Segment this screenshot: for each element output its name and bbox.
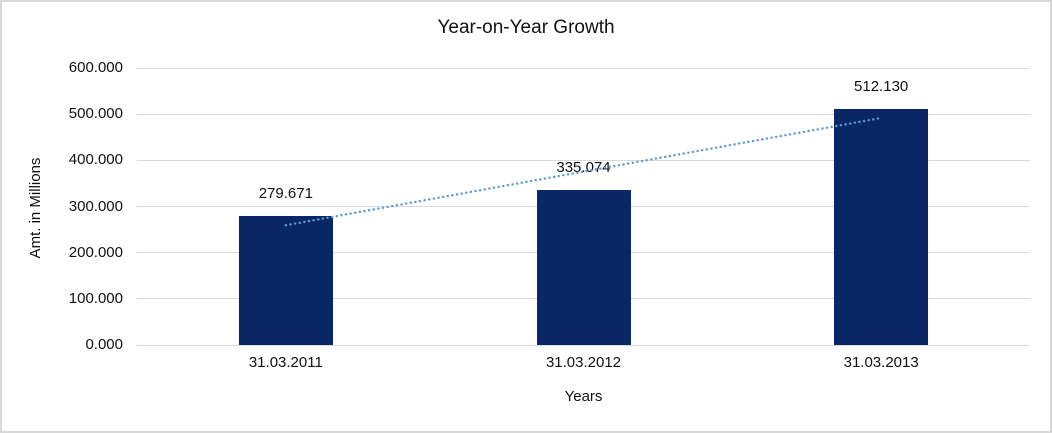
bar-value-label: 279.671 bbox=[258, 184, 313, 202]
bar-31.03.2012 bbox=[536, 190, 631, 345]
bar-value-label: 335.074 bbox=[556, 159, 611, 177]
x-tick-label: 31.03.2013 bbox=[843, 354, 919, 371]
y-tick-label: 100.000 bbox=[68, 289, 123, 307]
y-tick-label: 0.000 bbox=[85, 336, 123, 353]
y-tick-label: 600.000 bbox=[68, 59, 123, 76]
y-tick-label: 400.000 bbox=[68, 151, 123, 169]
y-tick-label: 300.000 bbox=[68, 197, 123, 215]
y-tick-label: 200.000 bbox=[68, 243, 123, 261]
chart-title: Year-on-Year Growth bbox=[437, 17, 615, 38]
gridline bbox=[137, 67, 1030, 69]
x-tick-label: 31.03.2011 bbox=[248, 354, 323, 371]
x-tick-label: 31.03.2012 bbox=[545, 354, 622, 371]
bar-31.03.2013 bbox=[834, 108, 929, 345]
gridline bbox=[137, 113, 1030, 115]
x-axis-line bbox=[137, 344, 1030, 346]
x-axis-title: Years bbox=[564, 388, 603, 405]
y-tick-label: 500.000 bbox=[68, 105, 123, 123]
bar-value-label: 512.130 bbox=[854, 77, 909, 95]
bar-31.03.2011 bbox=[238, 215, 333, 345]
